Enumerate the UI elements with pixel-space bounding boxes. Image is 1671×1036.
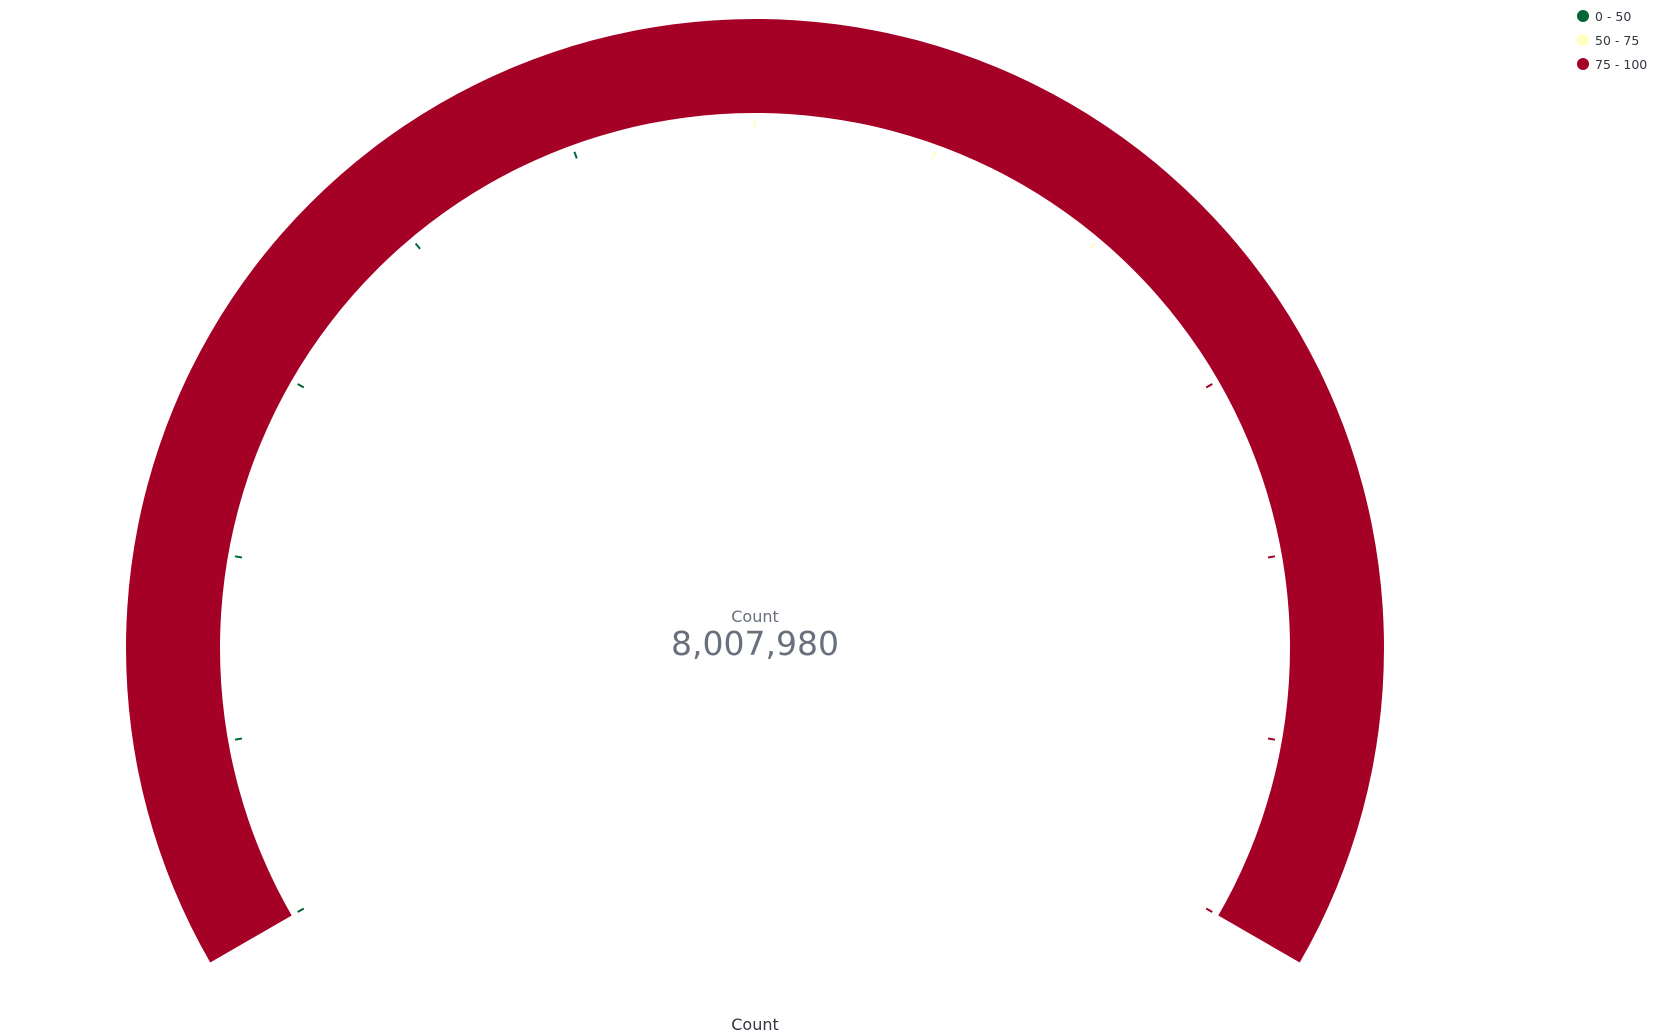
legend-label: 0 - 50 xyxy=(1595,8,1632,24)
gauge-tick xyxy=(1205,383,1213,389)
gauge-tick xyxy=(297,383,305,389)
gauge-arc xyxy=(126,19,1384,963)
gauge-tick xyxy=(1267,555,1276,559)
legend-label: 75 - 100 xyxy=(1595,56,1648,72)
gauge-tick xyxy=(414,242,421,250)
legend-dot-icon xyxy=(1577,10,1589,22)
gauge-value: 8,007,980 xyxy=(671,624,839,663)
gauge-tick xyxy=(1205,907,1213,913)
gauge-metric-label: Count xyxy=(731,607,779,626)
gauge-tick xyxy=(234,737,243,741)
legend-label: 50 - 75 xyxy=(1595,32,1640,48)
gauge-tick xyxy=(1089,242,1096,250)
legend-item-50-75[interactable]: 50 - 75 xyxy=(1577,28,1647,52)
gauge-svg xyxy=(126,19,1384,963)
legend: 0 - 50 50 - 75 75 - 100 xyxy=(1577,4,1647,76)
gauge-tick xyxy=(1267,737,1276,741)
legend-item-0-50[interactable]: 0 - 50 xyxy=(1577,4,1647,28)
gauge-axis-label: Count xyxy=(731,1015,779,1034)
gauge-tick xyxy=(297,907,305,913)
legend-dot-icon xyxy=(1577,58,1589,70)
legend-dot-icon xyxy=(1577,34,1589,46)
legend-item-75-100[interactable]: 75 - 100 xyxy=(1577,52,1647,76)
gauge-tick xyxy=(234,555,243,559)
gauge-tick xyxy=(932,151,937,159)
gauge-tick xyxy=(573,151,578,159)
